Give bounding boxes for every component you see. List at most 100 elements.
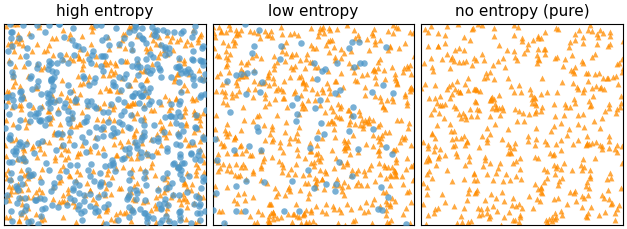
Point [147, 26, 157, 29]
Point [256, 178, 266, 182]
Point [595, 144, 605, 147]
Point [305, 27, 315, 30]
Point [88, 26, 98, 29]
Point [258, 212, 268, 216]
Point [199, 137, 209, 141]
Point [180, 44, 190, 48]
Point [528, 207, 538, 210]
Point [19, 118, 29, 121]
Point [472, 88, 482, 92]
Point [530, 155, 540, 159]
Point [239, 119, 249, 123]
Point [573, 114, 583, 118]
Point [616, 187, 626, 190]
Point [191, 194, 201, 198]
Point [473, 23, 483, 27]
Point [149, 123, 159, 127]
Point [146, 109, 156, 112]
Point [298, 211, 308, 215]
Point [253, 113, 263, 117]
Point [14, 104, 24, 107]
Point [570, 101, 580, 105]
Point [353, 34, 363, 38]
Point [92, 118, 102, 122]
Point [510, 56, 520, 60]
Point [7, 45, 17, 49]
Point [507, 204, 517, 207]
Point [331, 182, 341, 186]
Point [63, 118, 73, 121]
Point [110, 62, 120, 66]
Point [212, 54, 222, 58]
Point [561, 106, 571, 109]
Point [102, 222, 112, 226]
Point [423, 144, 433, 147]
Point [340, 149, 350, 152]
Point [463, 77, 473, 80]
Point [402, 101, 412, 104]
Point [292, 96, 302, 100]
Point [172, 164, 182, 168]
Point [370, 43, 380, 46]
Point [532, 48, 542, 52]
Point [530, 144, 540, 147]
Point [490, 122, 500, 126]
Point [139, 201, 149, 204]
Point [24, 219, 34, 223]
Point [608, 76, 618, 79]
Point [433, 206, 443, 210]
Point [36, 180, 46, 184]
Point [266, 212, 276, 215]
Point [429, 144, 440, 148]
Point [464, 160, 474, 164]
Point [160, 177, 170, 181]
Point [140, 169, 150, 172]
Point [14, 37, 24, 41]
Point [41, 92, 51, 95]
Point [71, 220, 81, 224]
Point [277, 27, 287, 30]
Point [522, 43, 532, 47]
Point [370, 95, 380, 98]
Point [175, 100, 185, 104]
Point [36, 140, 46, 144]
Point [524, 194, 534, 198]
Point [394, 47, 404, 51]
Point [542, 176, 552, 180]
Point [175, 218, 185, 221]
Point [251, 221, 261, 224]
Point [186, 43, 196, 46]
Point [311, 46, 321, 50]
Point [97, 39, 107, 42]
Point [582, 181, 592, 185]
Point [383, 165, 393, 169]
Point [162, 171, 172, 175]
Point [175, 172, 185, 176]
Point [248, 96, 258, 100]
Point [81, 119, 91, 123]
Point [530, 102, 540, 106]
Point [200, 73, 210, 77]
Point [49, 132, 59, 136]
Point [28, 105, 38, 109]
Point [108, 73, 118, 77]
Point [23, 62, 33, 66]
Point [178, 114, 188, 118]
Point [196, 33, 206, 36]
Point [95, 90, 105, 94]
Point [329, 128, 339, 131]
Point [515, 213, 525, 217]
Point [282, 106, 292, 110]
Point [378, 190, 388, 194]
Point [586, 206, 596, 209]
Point [368, 34, 378, 37]
Point [443, 169, 453, 172]
Point [181, 196, 191, 200]
Point [281, 41, 291, 45]
Point [269, 64, 279, 68]
Point [46, 189, 56, 193]
Point [254, 29, 264, 33]
Point [342, 24, 352, 27]
Point [139, 135, 149, 139]
Point [209, 36, 219, 40]
